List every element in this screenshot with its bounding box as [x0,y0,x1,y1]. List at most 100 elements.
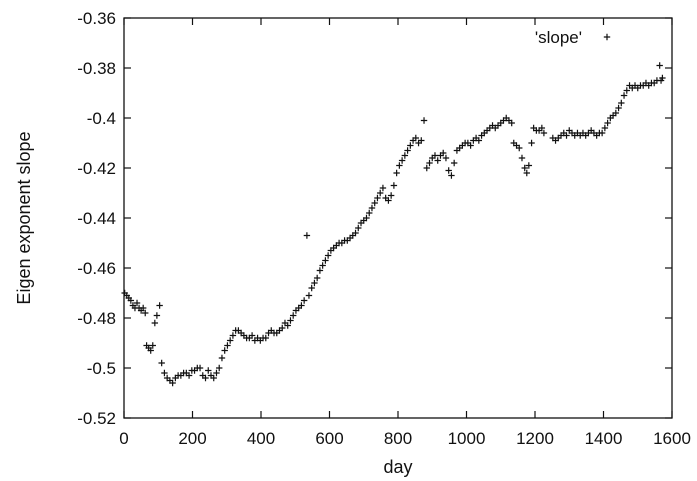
x-tick-label: 1600 [653,429,691,448]
data-point [142,309,149,317]
data-point [324,252,332,259]
data-point [371,199,378,207]
data-point [540,129,548,137]
x-tick-label: 600 [315,429,343,448]
data-point [139,304,147,312]
data-point [538,124,546,132]
y-tick-label: -0.44 [77,209,116,228]
y-tick-label: -0.5 [87,359,116,378]
data-point [385,197,392,204]
data-point [322,257,329,264]
data-point [508,119,515,127]
data-point [284,322,291,329]
data-point [218,354,226,362]
data-point [185,372,193,379]
x-tick-label: 0 [119,429,128,448]
data-point [319,262,326,269]
data-point [620,92,628,99]
x-tick-label: 200 [178,429,206,448]
data-point [298,302,305,309]
data-point [279,324,286,332]
x-tick-label: 1200 [516,429,554,448]
plot-border [123,17,673,419]
data-point [151,319,159,327]
data-point [521,164,528,172]
data-point [448,172,455,179]
data-point [205,367,212,374]
data-point [156,302,163,309]
data-point [516,144,523,152]
data-point [305,292,313,299]
x-axis: 0 200 400 600 800 1000 1200 1400 1600 [119,18,691,448]
data-point [615,104,622,112]
data-point [376,189,384,197]
data-point [604,119,611,127]
data-point [387,192,395,199]
data-point [431,152,439,159]
y-tick-label: -0.46 [77,259,116,278]
data-point [601,124,609,132]
data-point [311,279,318,287]
data-point [390,182,398,189]
data-point [248,332,256,339]
data-point [659,74,666,82]
data-point [598,129,606,137]
y-tick-label: -0.38 [77,59,116,78]
data-point [133,299,141,307]
data-point [396,162,403,169]
data-point [313,274,321,282]
data-point [153,312,161,319]
data-point [196,364,204,372]
y-tick-label: -0.48 [77,309,116,328]
data-point [523,169,530,177]
data-point [210,374,217,382]
data-point [393,169,400,177]
data-point [412,134,420,142]
data-point [475,137,483,144]
data-point [445,167,452,174]
data-point [127,297,135,304]
data-point [161,369,168,377]
y-axis: -0.52 -0.5 -0.48 -0.46 -0.44 -0.42 -0.4 -0.38 -0… [77,9,672,428]
legend-plus-marker [603,33,611,41]
data-point [656,62,663,69]
data-point [216,364,223,372]
data-point [518,154,526,162]
x-tick-label: 400 [247,429,275,448]
data-point [450,159,458,167]
data-point [398,157,406,164]
data-point [213,369,220,377]
data-point [442,154,450,162]
data-point [229,332,237,339]
data-point [467,142,474,149]
data-point [563,132,570,139]
legend-marker-slope [603,33,611,41]
data-point [525,162,533,169]
data-point [420,117,428,124]
data-point [374,194,381,202]
y-tick-label: -0.4 [87,109,116,128]
x-tick-label: 1400 [585,429,623,448]
data-point [618,99,625,107]
data-point [407,142,414,149]
data-point [440,149,447,157]
data-point [379,184,387,192]
data-point [169,379,176,387]
data-point [612,109,620,117]
data-point [368,204,376,212]
y-tick-label: -0.36 [77,9,116,28]
legend-label-slope: 'slope' [535,28,582,47]
x-tick-label: 800 [384,429,412,448]
data-point [352,229,359,237]
legend: 'slope' [535,28,611,47]
data-point [308,284,315,292]
data-point [289,312,297,319]
data-point [426,159,433,167]
data-point [366,209,373,217]
data-point [528,139,535,147]
data-point [434,157,441,164]
data-point [363,214,370,222]
y-tick-label: -0.52 [77,409,116,428]
x-tick-label: 1000 [448,429,486,448]
